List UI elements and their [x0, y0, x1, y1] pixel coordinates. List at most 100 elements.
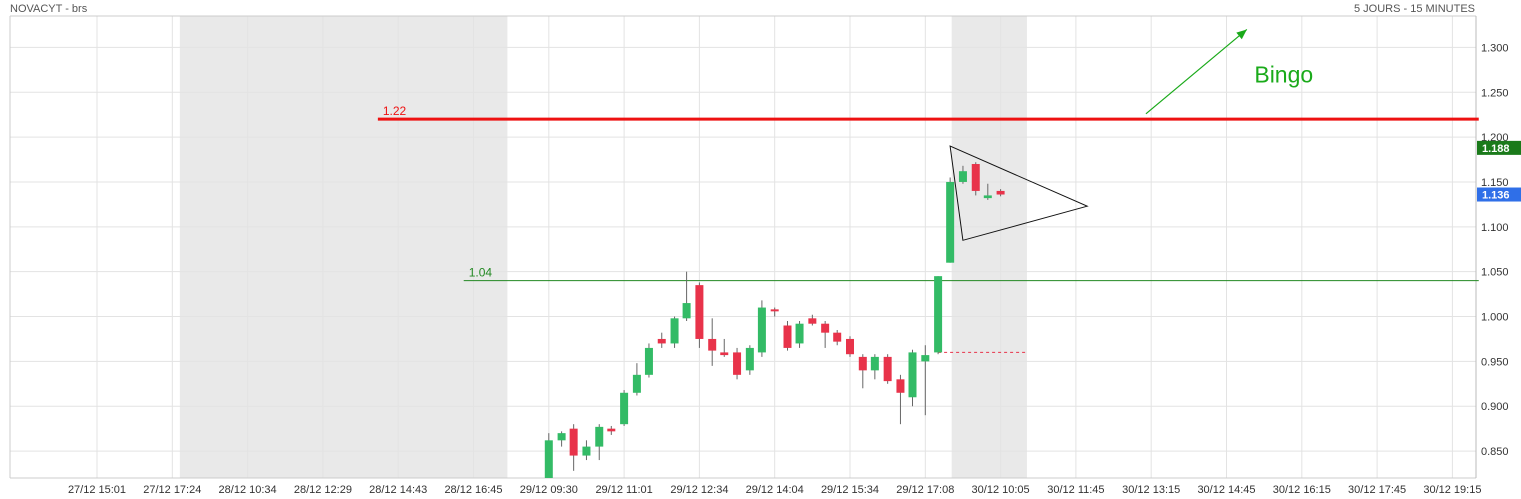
candle-body	[733, 352, 742, 375]
x-tick-label: 28/12 10:34	[219, 484, 277, 496]
candle-up	[946, 177, 955, 263]
candle-body	[783, 325, 792, 348]
candle-up	[544, 433, 553, 478]
y-axis: 0.8500.9000.9501.0001.0501.1001.1501.200…	[1481, 42, 1509, 458]
y-tick-label: 1.300	[1481, 42, 1509, 54]
candle-body	[833, 332, 842, 342]
last-price-label: 1.136	[1482, 190, 1510, 202]
x-tick-label: 30/12 17:45	[1348, 484, 1406, 496]
candle-body	[695, 285, 704, 339]
session-shading	[179, 16, 1027, 478]
candle-up	[632, 363, 641, 396]
x-tick-label: 29/12 15:34	[821, 484, 879, 496]
candle-body	[908, 352, 917, 398]
candles	[544, 162, 1005, 478]
candle-body	[720, 352, 729, 356]
y-tick-label: 0.950	[1481, 356, 1509, 368]
candle-body	[770, 309, 779, 312]
y-tick-label: 1.050	[1481, 267, 1509, 279]
x-tick-label: 30/12 16:15	[1273, 484, 1331, 496]
candle-body	[846, 338, 854, 355]
candle-down	[858, 354, 867, 389]
candle-body	[971, 164, 980, 191]
x-tick-label: 30/12 10:05	[972, 484, 1030, 496]
candle-down	[846, 336, 854, 357]
x-tick-label: 29/12 12:34	[670, 484, 728, 496]
candle-body	[657, 338, 666, 344]
arrow-head	[1236, 29, 1247, 40]
candle-up	[682, 271, 691, 322]
candle-up	[745, 345, 754, 375]
candle-up	[934, 276, 943, 355]
candle-down	[708, 318, 717, 366]
y-tick-label: 1.250	[1481, 87, 1509, 99]
period-label[interactable]: 5 JOURS - 15 MINUTES	[1353, 3, 1475, 15]
y-tick-label: 1.150	[1481, 177, 1509, 189]
candle-down	[770, 307, 779, 317]
candle-body	[670, 318, 679, 344]
drawings: Bingo	[949, 28, 1313, 241]
candle-body	[544, 440, 553, 478]
y-tick-label: 0.850	[1481, 446, 1509, 458]
x-tick-label: 27/12 17:24	[143, 484, 201, 496]
x-tick-label: 29/12 09:30	[520, 484, 578, 496]
candle-down	[733, 347, 742, 380]
candle-body	[921, 355, 930, 362]
candle-down	[569, 424, 578, 471]
candle-up	[670, 316, 679, 348]
candle-up	[795, 321, 804, 348]
candle-down	[695, 282, 704, 348]
candle-body	[557, 433, 566, 441]
candle-down	[783, 321, 792, 351]
candle-down	[821, 321, 830, 348]
x-tick-label: 27/12 15:01	[68, 484, 126, 496]
candle-body	[682, 303, 691, 319]
x-tick-label: 30/12 13:15	[1122, 484, 1180, 496]
candle-body	[745, 347, 754, 371]
candle-body	[946, 181, 955, 263]
y-tick-label: 1.100	[1481, 222, 1509, 234]
candle-up	[921, 345, 930, 416]
bingo-annotation: Bingo	[1254, 61, 1313, 87]
candle-down	[657, 332, 666, 348]
candle-up	[644, 343, 653, 378]
candle-body	[808, 318, 817, 324]
x-tick-label: 29/12 17:08	[896, 484, 954, 496]
candle-up	[757, 300, 766, 357]
session-shade	[179, 16, 508, 478]
candle-body	[795, 323, 804, 344]
arrow-shaft	[1145, 28, 1248, 115]
candle-body	[983, 195, 992, 199]
candle-down	[996, 189, 1005, 197]
support-label: 1.04	[469, 266, 493, 280]
candle-body	[896, 379, 905, 393]
session-shade	[951, 16, 1027, 478]
resistance-label: 1.22	[383, 104, 407, 118]
candle-up	[620, 390, 629, 426]
candle-down	[808, 314, 817, 326]
candle-body	[757, 307, 766, 353]
candle-down	[971, 162, 980, 196]
x-tick-label: 28/12 16:45	[444, 484, 502, 496]
candle-body	[883, 356, 892, 382]
candle-body	[996, 190, 1005, 195]
candle-body	[870, 356, 879, 371]
price-badges: 1.188 1.136	[1477, 140, 1521, 202]
candle-up	[595, 424, 604, 461]
candle-up	[908, 349, 917, 407]
reference-price-badge	[1477, 140, 1521, 155]
candle-up	[582, 440, 591, 461]
candle-body	[607, 428, 616, 432]
candle-body	[569, 428, 578, 456]
y-tick-label: 1.000	[1481, 312, 1509, 324]
candle-down	[896, 374, 905, 425]
candle-up	[870, 354, 879, 380]
triangle-pattern	[949, 145, 1089, 241]
candle-body	[934, 276, 943, 353]
candle-down	[607, 425, 616, 435]
plot-frame	[9, 15, 1477, 479]
x-tick-label: 28/12 12:29	[294, 484, 352, 496]
x-axis: 27/12 15:01 27/12 17:24 28/12 10:34 28/12 1…	[68, 484, 1482, 496]
